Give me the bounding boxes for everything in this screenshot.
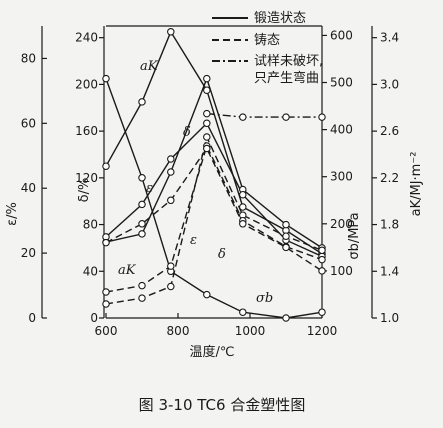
legend-label-bent: 试样未破坏, (254, 54, 323, 69)
data-point-epsilon (203, 119, 211, 128)
data-point-sigma_b (102, 238, 110, 247)
data-point-sigma_b (167, 196, 175, 205)
curve-label-ak-top: aK (140, 59, 159, 74)
data-point-epsilon (102, 288, 110, 296)
y-tick-label-sigma_b: 400 (330, 123, 353, 137)
y-tick-label-delta: 200 (75, 77, 98, 91)
data-point-sigma_b (318, 267, 326, 275)
x-axis-title: 温度/℃ (190, 344, 235, 360)
legend-label-forged: 锻造状态 (254, 11, 306, 26)
data-point-sigma_b (282, 243, 290, 252)
data-point-a_K (203, 290, 211, 299)
y-tick-label-epsilon: 60 (21, 116, 36, 130)
data-point-delta (102, 300, 110, 308)
data-point-delta (138, 230, 146, 238)
curve-label-epsilon-cast: ε (190, 233, 197, 248)
data-point-delta (318, 246, 326, 255)
data-point-delta (282, 113, 290, 121)
data-point-a_K (167, 28, 175, 36)
data-point-delta (138, 294, 146, 302)
legend-label-bent-line2: 只产生弯曲 (254, 70, 319, 86)
y-axis-title-delta: δ/% (77, 178, 92, 203)
y-tick-label-sigma_b: 200 (330, 217, 353, 231)
y-tick-label-epsilon: 40 (21, 181, 36, 195)
x-tick-label: 1200 (307, 324, 338, 338)
data-point-sigma_b (138, 220, 146, 228)
y-tick-label-a_K: 1.4 (380, 264, 399, 278)
y-axis-title-a-k: aK/MJ·m⁻² (409, 152, 424, 217)
y-tick-label-delta: 160 (75, 124, 98, 138)
y-tick-label-sigma_b: 300 (330, 170, 353, 184)
y-tick-label-delta: 40 (83, 264, 98, 278)
data-point-a_K (102, 162, 110, 170)
data-point-sigma_b (239, 220, 247, 228)
data-point-epsilon (138, 281, 146, 290)
y-tick-label-epsilon: 20 (21, 246, 36, 260)
data-point-delta (203, 74, 211, 83)
data-point-a_K (138, 98, 146, 106)
data-point-delta (282, 220, 290, 229)
curve-label-ak-low: aK (118, 263, 137, 278)
axes (41, 25, 377, 319)
x-tick-label: 800 (167, 324, 190, 338)
data-point-delta (167, 282, 175, 291)
data-point-a_K (239, 308, 247, 316)
data-point-a_K (282, 314, 290, 322)
y-tick-label-epsilon: 0 (28, 311, 36, 325)
data-point-a_K (138, 174, 146, 182)
y-tick-label-epsilon: 80 (21, 51, 36, 65)
curve-label-delta-forged: δ (183, 125, 191, 140)
curve-label-sigma-b: σb (256, 291, 273, 306)
series-line-delta (206, 112, 322, 118)
data-point-delta (318, 113, 326, 121)
y-tick-label-a_K: 1.8 (380, 218, 399, 232)
curve-label-delta-cast: δ (218, 247, 226, 262)
data-point-delta (239, 113, 247, 121)
y-tick-label-a_K: 3.0 (380, 77, 399, 91)
y-tick-label-sigma_b: 100 (330, 264, 353, 278)
legend-label-cast: 铸态 (254, 32, 280, 48)
data-point-a_K (102, 74, 110, 83)
data-point-sigma_b (203, 144, 211, 153)
figure-caption: 图 3-10 TC6 合金塑性图 (139, 396, 306, 414)
legend: 锻造状态 铸态 试样未破坏, 只产生弯曲 (212, 11, 323, 86)
x-tick-label: 1000 (235, 324, 266, 338)
data-point-a_K (203, 86, 211, 94)
data-point-delta (203, 109, 211, 118)
y-tick-label-a_K: 2.6 (380, 124, 399, 138)
y-tick-label-sigma_b: 600 (330, 28, 353, 42)
y-tick-label-a_K: 1.0 (380, 311, 399, 325)
data-point-delta (203, 133, 211, 141)
data-point-delta (167, 168, 175, 176)
y-tick-label-a_K: 3.4 (380, 31, 399, 45)
y-axis-title-sigma-b: σb/MPa (347, 212, 362, 259)
data-point-epsilon (167, 262, 175, 270)
y-tick-label-delta: 240 (75, 31, 98, 45)
curve-label-epsilon-forged: ε (146, 181, 153, 196)
data-point-a_K (239, 203, 247, 211)
data-markers (102, 28, 326, 322)
data-point-epsilon (318, 255, 326, 264)
y-tick-label-delta: 120 (75, 171, 98, 185)
data-point-delta (282, 232, 290, 240)
y-tick-label-sigma_b: 500 (330, 76, 353, 90)
data-point-a_K (318, 308, 326, 316)
data-point-epsilon (167, 155, 175, 163)
y-tick-label-a_K: 2.2 (380, 171, 399, 185)
data-point-epsilon (239, 190, 247, 199)
tick-labels: 600 800 1000 120002040608004080120160200240… (21, 28, 399, 338)
x-tick-label: 600 (95, 324, 118, 338)
data-point-epsilon (138, 200, 146, 209)
y-tick-label-delta: 80 (83, 218, 98, 232)
y-tick-label-delta: 0 (90, 311, 98, 325)
y-axis-title-epsilon: ε/% (5, 202, 20, 226)
